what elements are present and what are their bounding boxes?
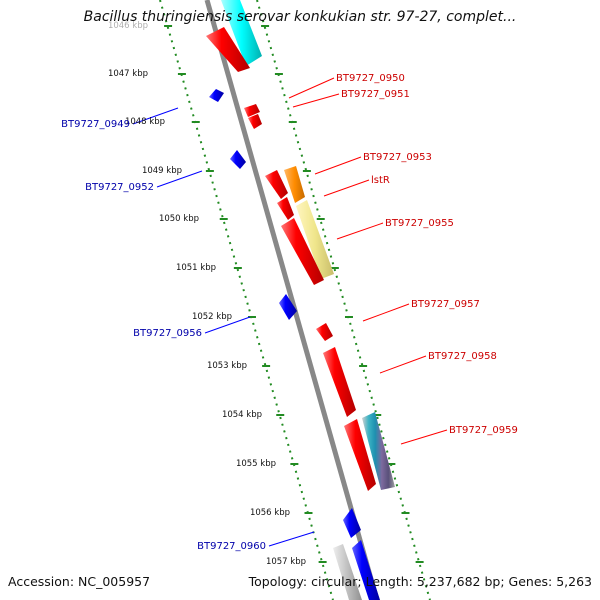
gene-bt9727-0958-arrow — [323, 347, 356, 417]
feature-gray-block — [333, 544, 362, 600]
label-leaders — [132, 77, 448, 547]
feature-orange-block — [284, 166, 305, 203]
reverse-label-leader — [204, 316, 251, 334]
reverse-label-leader — [268, 531, 315, 547]
gene-bt9727-0957-arrow — [316, 323, 333, 341]
forward-label-leader — [323, 179, 370, 197]
forward-gene-label[interactable]: BT9727_0951 — [341, 89, 410, 100]
forward-label-leader — [336, 222, 384, 240]
gene-bt9727-0961-arrow — [352, 540, 380, 600]
forward-gene-label[interactable]: BT9727_0953 — [363, 152, 432, 163]
forward-label-leader — [379, 355, 427, 374]
kbp-tick-label: 1049 kbp — [142, 166, 182, 176]
feature-multicolor-block — [362, 412, 395, 490]
kbp-tick-label: 1048 kbp — [125, 117, 165, 127]
reverse-gene-label[interactable]: BT9727_0949 — [61, 119, 130, 130]
gene-bt9727-0952-arrow — [230, 150, 246, 169]
forward-gene-label[interactable]: lstR — [371, 175, 390, 186]
kbp-tick-label: 1056 kbp — [250, 508, 290, 518]
forward-gene-label[interactable]: BT9727_0958 — [428, 351, 497, 362]
kbp-tick-label: 1057 kbp — [266, 557, 306, 567]
forward-label-leader — [314, 156, 362, 175]
forward-gene-label[interactable]: BT9727_0950 — [336, 73, 405, 84]
gene-bt9727-0956-arrow — [279, 294, 297, 320]
topology-text: Topology: circular; Length: 5,237,682 bp… — [248, 574, 592, 589]
gene-bt9727-0949-arrow — [209, 89, 224, 102]
reverse-label-leader — [132, 107, 179, 125]
reverse-gene-label[interactable]: BT9727_0952 — [85, 182, 154, 193]
kbp-tick-label: 1051 kbp — [176, 263, 216, 273]
gene-lstR-arrow — [277, 197, 294, 220]
kbp-tick-label: 1050 kbp — [159, 214, 199, 224]
forward-label-leader — [292, 93, 340, 108]
backbone-line — [204, 0, 380, 600]
gene-bt9727-0953-arrow — [265, 170, 288, 199]
kbp-tick-label: 1047 kbp — [108, 69, 148, 79]
forward-label-leader — [362, 303, 410, 322]
kbp-tick-label: 1055 kbp — [236, 459, 276, 469]
gene-bt9727-0951a-arrow — [244, 104, 260, 117]
gene-bt9727-0950-arrow — [206, 27, 250, 72]
label-layer: 1046 kbp 1047 kbp 1048 kbp 1049 kbp 1050 kbp… — [61, 21, 518, 567]
kbp-tick-label: 1046 kbp — [108, 21, 148, 31]
kbp-tick-label: 1052 kbp — [192, 312, 232, 322]
feature-cyan-block — [221, 0, 262, 66]
gene-track — [206, 27, 380, 600]
map-title: Bacillus thuringiensis serovar konkukian… — [83, 9, 517, 25]
reverse-gene-label[interactable]: BT9727_0956 — [133, 328, 202, 339]
gene-bt9727-0960-arrow — [343, 508, 361, 538]
feature-track — [221, 0, 395, 600]
kbp-tick-label: 1054 kbp — [222, 410, 262, 420]
accession-text: Accession: NC_005957 — [8, 574, 151, 589]
backbone — [204, 0, 380, 600]
forward-label-leader — [288, 77, 335, 99]
forward-gene-label[interactable]: BT9727_0959 — [449, 425, 518, 436]
forward-gene-label[interactable]: BT9727_0957 — [411, 299, 480, 310]
gene-bt9727-0955-arrow — [281, 218, 324, 285]
forward-label-leader — [400, 429, 448, 445]
gene-bt9727-0951b-arrow — [248, 114, 262, 129]
kbp-tick-label: 1053 kbp — [207, 361, 247, 371]
gene-bt9727-0959-arrow — [344, 419, 376, 491]
feature-khaki-block — [296, 200, 334, 279]
forward-gene-label[interactable]: BT9727_0955 — [385, 218, 454, 229]
reverse-gene-label[interactable]: BT9727_0960 — [197, 541, 266, 552]
reverse-label-leader — [156, 170, 203, 188]
tick-rings — [159, 0, 431, 600]
